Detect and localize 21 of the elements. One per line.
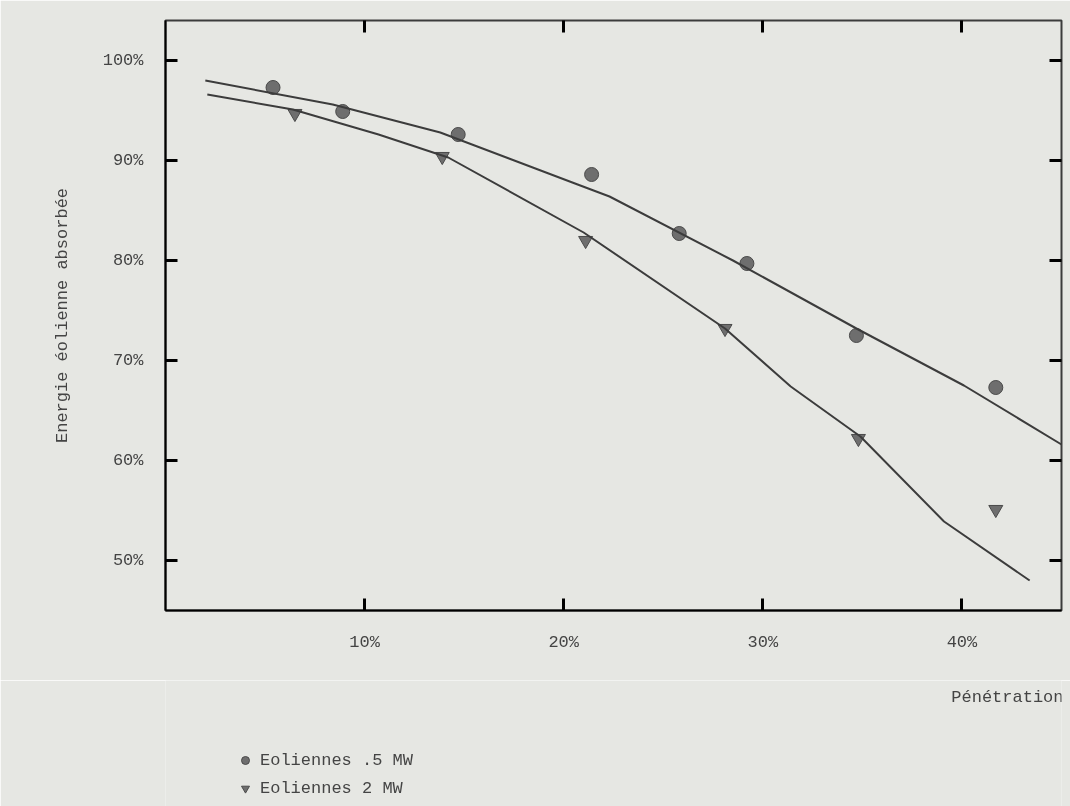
x-tick-label: 10% — [349, 632, 381, 652]
line-series — [206, 93, 1031, 582]
y-tick-label: 80% — [112, 251, 145, 270]
point — [584, 167, 600, 182]
point — [988, 380, 1004, 395]
point — [988, 504, 1004, 519]
point — [848, 328, 864, 343]
point — [265, 80, 281, 95]
x-axis-title: Pénétration — [951, 687, 1064, 707]
y-axis-title: Energie éolienne absorbée — [52, 187, 72, 444]
point — [578, 235, 594, 250]
legend-label: Eoliennes .5 MW — [260, 750, 414, 770]
y-tick-label: 50% — [112, 551, 145, 570]
x-tick-label: 40% — [946, 632, 979, 652]
legend-label: Eoliennes 2 MW — [260, 778, 403, 798]
x-tick-label: 20% — [548, 632, 580, 652]
y-tick-label: 60% — [112, 451, 145, 470]
y-tick-label: 70% — [112, 351, 145, 370]
y-tick-label: 90% — [112, 151, 145, 170]
x-tick-label: 30% — [747, 632, 779, 652]
y-tick-label: 100% — [102, 51, 145, 70]
